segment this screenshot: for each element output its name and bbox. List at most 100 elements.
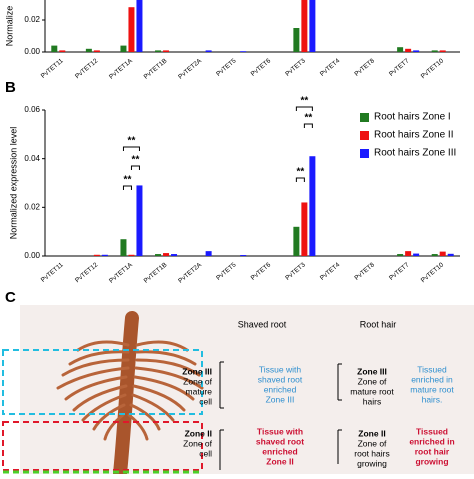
zone-name: Zone III <box>357 366 387 376</box>
diagram-text: cell <box>199 396 212 406</box>
bar <box>171 254 178 256</box>
diagram-text: enriched <box>262 446 297 456</box>
x-tick-label: PvTET7 <box>388 57 411 78</box>
legend-swatch <box>360 131 369 140</box>
diagram-text: shaved root <box>256 436 304 446</box>
diagram-text: Zone of <box>183 438 212 448</box>
bar <box>205 251 212 256</box>
diagram-text: B C Shaved root Root hair <box>5 79 396 329</box>
bar <box>413 50 420 52</box>
bar <box>301 202 308 256</box>
bar <box>397 47 404 52</box>
diagram-text: hairs <box>363 396 381 406</box>
legend-label: Root hairs Zone III <box>374 148 456 159</box>
significance-bracket <box>295 177 305 182</box>
y-axis-label: Normalized expression level <box>8 127 18 240</box>
x-tick-label: PvTET1B <box>143 57 169 80</box>
diagram-text: Zone of <box>358 376 387 386</box>
bar <box>413 253 420 256</box>
bar <box>93 50 100 52</box>
significance-label: ** <box>296 167 304 178</box>
y-tick-label: 0.04 <box>24 154 40 163</box>
diagram-text: Zone of <box>358 438 387 448</box>
x-tick-label: PvTET6 <box>250 57 273 78</box>
x-tick-label: PvTET3 <box>284 57 307 78</box>
panel-label: C <box>5 289 16 306</box>
bar <box>405 251 412 256</box>
diagram-text: shaved root <box>258 374 303 384</box>
y-tick-label: 0.06 <box>24 105 40 114</box>
diagram-text: hairs. <box>422 394 443 404</box>
x-tick-label: PvTET4 <box>319 57 342 78</box>
significance-bracket <box>122 146 140 151</box>
x-tick-label: PvTET1A <box>108 261 134 285</box>
diagram-text: cell <box>199 448 212 458</box>
bar <box>397 254 404 256</box>
x-tick-label: PvTET11 <box>40 261 65 284</box>
bar <box>136 0 143 52</box>
significance-label: ** <box>300 96 308 107</box>
zone2-box <box>2 421 203 471</box>
significance-label: ** <box>304 113 312 124</box>
bar <box>128 254 135 256</box>
diagram-text: root hairs <box>354 448 389 458</box>
significance-bracket <box>122 185 132 190</box>
bar <box>155 50 162 52</box>
bar <box>431 254 438 256</box>
x-tick-label: PvTET6 <box>250 261 273 282</box>
y-tick-label: 0.00 <box>24 47 40 56</box>
bar <box>309 0 316 52</box>
x-tick-label: PvTET2A <box>177 57 203 81</box>
x-tick-label: PvTET10 <box>420 57 446 80</box>
bar <box>136 185 143 256</box>
bar <box>447 253 454 256</box>
diagram-text: Zone III <box>266 394 295 404</box>
x-tick-label: PvTET5 <box>215 261 238 282</box>
y-axis-label: Normalize <box>4 6 14 47</box>
bar <box>439 251 446 256</box>
diagram-brackets <box>219 361 342 470</box>
bar <box>205 50 212 52</box>
significance-bracket <box>295 106 313 111</box>
bars <box>51 0 446 52</box>
x-tick-label: PvTET10 <box>420 261 446 284</box>
legend-label: Root hairs Zone I <box>374 112 451 123</box>
diagram-text: mature root <box>410 384 454 394</box>
bar <box>101 254 108 256</box>
legend-swatch <box>360 113 369 122</box>
diagram-text: mature <box>186 386 213 396</box>
significance-label: ** <box>124 175 132 186</box>
x-tick-label: PvTET3 <box>284 261 307 282</box>
bar <box>128 7 135 52</box>
x-tick-label: PvTET12 <box>74 261 100 284</box>
bar <box>163 50 170 52</box>
zone-name: Zone II <box>185 428 212 438</box>
significance-label: ** <box>128 136 136 147</box>
y-tick-label: 0.02 <box>24 15 40 24</box>
diagram-text: Tissue with <box>259 364 301 374</box>
y-tick-label: 0.00 <box>24 251 40 260</box>
bar <box>405 48 412 52</box>
diagram-text: mature root <box>350 386 394 396</box>
x-tick-label: PvTET11 <box>40 57 65 80</box>
zone-name: Zone III <box>182 366 212 376</box>
bar <box>51 45 58 52</box>
column-header: Root hair <box>360 319 397 329</box>
diagram-text: Tissued <box>417 364 447 374</box>
zone3-box <box>2 349 203 415</box>
bar <box>120 45 127 52</box>
bar <box>293 28 300 52</box>
significance-label: ** <box>132 155 140 166</box>
column-header: Shaved root <box>238 319 287 329</box>
panel-label: B <box>5 79 16 96</box>
diagram-text: enriched in <box>409 436 454 446</box>
zone-name: Zone II <box>358 428 385 438</box>
diagram-text: growing <box>357 458 387 468</box>
diagram-text: Tissued <box>416 426 448 436</box>
bar <box>85 48 92 52</box>
legend-label: Root hairs Zone II <box>374 130 453 141</box>
bar <box>155 254 162 256</box>
bar <box>301 0 308 52</box>
bar <box>163 253 170 256</box>
